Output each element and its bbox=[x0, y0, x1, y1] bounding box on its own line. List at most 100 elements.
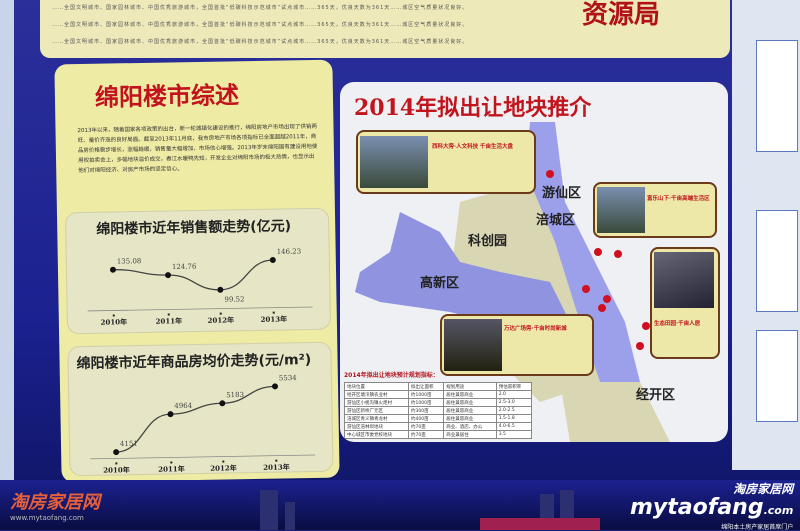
map-pin[interactable] bbox=[603, 295, 611, 303]
table-cell: 1.5-1.8 bbox=[495, 414, 533, 423]
wall-edge bbox=[0, 0, 14, 530]
data-label: 4151 bbox=[120, 440, 138, 448]
district-youxian: 游仙区 bbox=[542, 186, 582, 201]
map-pin[interactable] bbox=[582, 285, 590, 293]
x-tick-label: 2012年 bbox=[210, 463, 237, 472]
data-label: 135.08 bbox=[117, 257, 142, 265]
x-tick bbox=[275, 459, 278, 462]
table-row: 游仙区涪林坝地块 约70亩 商业、酒店、办公 4.0-6.5 bbox=[343, 422, 533, 431]
callout-photo bbox=[360, 136, 428, 188]
data-label: 99.52 bbox=[224, 295, 244, 303]
callout-headline: 生态田园·千亩人居 bbox=[654, 321, 701, 327]
x-tick bbox=[112, 314, 115, 317]
table-cell: 2.0 bbox=[495, 390, 533, 399]
land-callout-3: 万达广场旁·千亩时尚新城 bbox=[440, 314, 594, 376]
top-banner-text: ……全国文明城市、国家园林城市、中国优秀旅游城市，全国首批“低碳科技示范城市”试… bbox=[52, 5, 469, 11]
land-callout-1: 西科大旁·人文科技 千亩生活大盘 bbox=[356, 130, 536, 194]
gaoxin-region bbox=[355, 212, 570, 342]
watermark-slogan: 绵阳本土房产家居首席门户 bbox=[721, 524, 794, 531]
map-pin[interactable] bbox=[546, 170, 554, 178]
table-cell: 游仙区新桥广元区 bbox=[343, 406, 410, 415]
map-pin[interactable] bbox=[598, 304, 606, 312]
table-row: 中心城区市委党校地块 约70亩 商业兼居住 3.5 bbox=[343, 430, 533, 439]
top-banner-text-2: ……全国文明城市、国家园林城市、中国优秀旅游城市，全国首批“低碳科技示范城市”试… bbox=[52, 22, 469, 28]
watermark-right: 淘房家居网 mytaofang.com 绵阳本土房产家居首席门户 bbox=[630, 480, 793, 531]
adjacent-poster bbox=[732, 0, 800, 470]
price-chart-panel: 绵阳楼市近年商品房均价走势(元/m²) 4151 2010年 4964 2011年 51… bbox=[67, 341, 334, 477]
table-cell: 3.5 bbox=[495, 430, 533, 439]
table-header: 规划用途 bbox=[443, 382, 497, 391]
map-pin[interactable] bbox=[594, 248, 602, 256]
table-header: 拟出让面积 bbox=[408, 382, 445, 391]
table-cell: 约70亩 bbox=[408, 430, 445, 439]
overview-panel: 绵阳楼市综述 2013年以来，随着国家各项政策的出台，新一轮城镇化建设的推行，绵… bbox=[54, 59, 340, 483]
x-tick bbox=[167, 313, 170, 316]
watermark-right-logo: mytaofang.com bbox=[630, 497, 793, 522]
adjacent-text-box bbox=[756, 40, 798, 152]
table-cell: 约1000亩 bbox=[408, 390, 445, 399]
land-plan-table: 2014年拟出让地块预计规划指标： 地块位置 拟出让面积 规划用途 预估容积率 经开区… bbox=[343, 370, 533, 439]
lit-bridge bbox=[480, 518, 600, 530]
data-point bbox=[113, 449, 120, 456]
table-cell: 约1000亩 bbox=[408, 398, 445, 407]
table-cell: 经开区塘汛镇农业村 bbox=[343, 390, 410, 399]
sales-chart: 135.08 2010年 124.76 2011年 99.52 2012年 146.23 20… bbox=[87, 248, 313, 327]
table-cell: 约70亩 bbox=[408, 422, 445, 431]
table-cell: 商业、酒店、办公 bbox=[443, 422, 497, 431]
x-tick-label: 2013年 bbox=[261, 314, 288, 323]
x-tick-label: 2013年 bbox=[263, 462, 290, 471]
callout-headline: 西科大旁·人文科技 千亩生活大盘 bbox=[432, 144, 514, 150]
watermark-left-url: www.mytaofang.com bbox=[10, 514, 84, 522]
table-cell: 约300亩 bbox=[408, 406, 445, 415]
table-row: 经开区塘汛镇农业村 约1000亩 居住兼容商业 2.0 bbox=[343, 390, 533, 399]
district-fucheng: 涪城区 bbox=[536, 213, 576, 228]
data-point bbox=[272, 383, 279, 390]
x-tick-label: 2011年 bbox=[156, 316, 183, 325]
district-kechuangyuan: 科创园 bbox=[468, 234, 508, 249]
x-tick bbox=[170, 461, 173, 464]
map-pin[interactable] bbox=[642, 322, 650, 330]
table-cell: 游仙区涪林坝地块 bbox=[343, 422, 410, 431]
table-cell: 中心城区市委党校地块 bbox=[343, 430, 410, 439]
x-axis bbox=[90, 454, 316, 460]
callout-headline: 万达广场旁·千亩时尚新城 bbox=[504, 326, 567, 332]
table-cell: 涪城区青义镇青龙村 bbox=[343, 414, 410, 423]
callout-photo bbox=[597, 187, 645, 233]
building bbox=[260, 490, 278, 530]
table-row: 涪城区青义镇青龙村 约400亩 居住兼容商业 1.5-1.8 bbox=[343, 414, 533, 423]
data-point bbox=[167, 411, 174, 418]
table-cell: 4.0-6.5 bbox=[495, 422, 533, 431]
table-cell: 游仙区小枧沟镇火炬村 bbox=[343, 398, 410, 407]
x-axis bbox=[87, 306, 313, 312]
table-row: 游仙区小枧沟镇火炬村 约1000亩 居住兼容商业 2.5-3.0 bbox=[343, 398, 533, 407]
callout-photo bbox=[654, 252, 714, 308]
overview-title: 绵阳楼市综述 bbox=[94, 81, 240, 112]
series-line bbox=[112, 259, 273, 291]
map-pin[interactable] bbox=[636, 342, 644, 350]
building bbox=[285, 502, 295, 530]
overview-body: 2013年以来，随着国家各项政策的出台，新一轮城镇化建设的推行，绵阳房地产市场出… bbox=[77, 123, 318, 175]
table-header: 预估容积率 bbox=[495, 382, 533, 391]
table-cell: 居住兼容商业 bbox=[443, 398, 497, 407]
top-text-banner: ……全国文明城市、国家园林城市、中国优秀旅游城市，全国首批“低碳科技示范城市”试… bbox=[40, 0, 730, 58]
map-pin[interactable] bbox=[614, 250, 622, 258]
data-label: 146.23 bbox=[277, 248, 302, 256]
table-cell: 居住兼容商业 bbox=[443, 390, 497, 399]
x-tick-label: 2012年 bbox=[208, 315, 235, 324]
data-point bbox=[109, 266, 116, 273]
x-tick bbox=[115, 462, 118, 465]
table-row: 游仙区新桥广元区 约300亩 居住兼容商业 2.0-2.5 bbox=[343, 406, 533, 415]
data-point bbox=[269, 257, 276, 264]
table-cell: 2.0-2.5 bbox=[495, 406, 533, 415]
land-map-panel: 2014年拟出让地块推介 游仙区 涪城区 科创园 高新区 经开区 西科大旁·人文… bbox=[340, 82, 728, 442]
river-and-east-region bbox=[525, 122, 640, 412]
table-title: 2014年拟出让地块预计规划指标： bbox=[344, 372, 439, 379]
watermark-brand: mytaofang bbox=[630, 495, 764, 520]
x-tick bbox=[219, 312, 222, 315]
x-tick bbox=[222, 460, 225, 463]
callout-headline: 富乐山下·千亩高端生活区 bbox=[647, 196, 710, 202]
table-header: 地块位置 bbox=[343, 382, 410, 391]
adjacent-text-box bbox=[756, 210, 798, 312]
price-chart: 4151 2010年 4964 2011年 5183 2012年 5534 2013年 bbox=[90, 374, 316, 475]
watermark-tld: .com bbox=[763, 504, 794, 517]
